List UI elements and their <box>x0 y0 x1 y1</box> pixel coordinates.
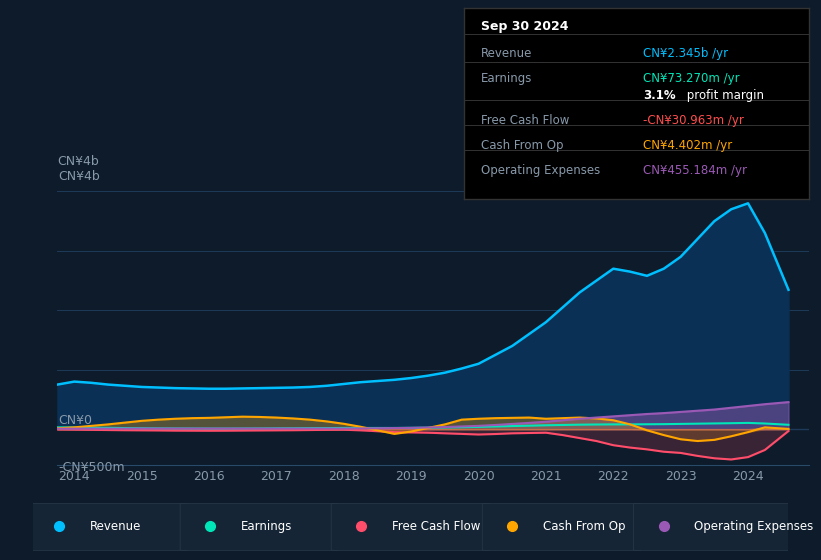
Text: Cash From Op: Cash From Op <box>543 520 625 533</box>
Text: Revenue: Revenue <box>89 520 141 533</box>
Text: Free Cash Flow: Free Cash Flow <box>392 520 480 533</box>
Text: 3.1%: 3.1% <box>643 89 676 102</box>
Text: CN¥0: CN¥0 <box>58 414 92 427</box>
Text: CN¥73.270m /yr: CN¥73.270m /yr <box>643 72 740 85</box>
Text: CN¥4.402m /yr: CN¥4.402m /yr <box>643 139 732 152</box>
FancyBboxPatch shape <box>29 503 188 550</box>
FancyBboxPatch shape <box>180 503 339 550</box>
Text: -CN¥500m: -CN¥500m <box>58 461 125 474</box>
Text: Operating Expenses: Operating Expenses <box>694 520 813 533</box>
FancyBboxPatch shape <box>633 503 792 550</box>
Text: Earnings: Earnings <box>481 72 533 85</box>
Text: CN¥2.345b /yr: CN¥2.345b /yr <box>643 48 728 60</box>
Text: Revenue: Revenue <box>481 48 533 60</box>
FancyBboxPatch shape <box>331 503 490 550</box>
Text: CN¥4b: CN¥4b <box>57 155 99 168</box>
Text: -CN¥30.963m /yr: -CN¥30.963m /yr <box>643 114 744 127</box>
Text: CN¥4b: CN¥4b <box>58 170 100 183</box>
Text: profit margin: profit margin <box>683 89 764 102</box>
Text: Earnings: Earnings <box>241 520 292 533</box>
Text: Sep 30 2024: Sep 30 2024 <box>481 20 569 33</box>
Text: Free Cash Flow: Free Cash Flow <box>481 114 570 127</box>
Text: CN¥455.184m /yr: CN¥455.184m /yr <box>643 164 747 176</box>
Text: Cash From Op: Cash From Op <box>481 139 563 152</box>
FancyBboxPatch shape <box>482 503 641 550</box>
Text: Operating Expenses: Operating Expenses <box>481 164 600 176</box>
